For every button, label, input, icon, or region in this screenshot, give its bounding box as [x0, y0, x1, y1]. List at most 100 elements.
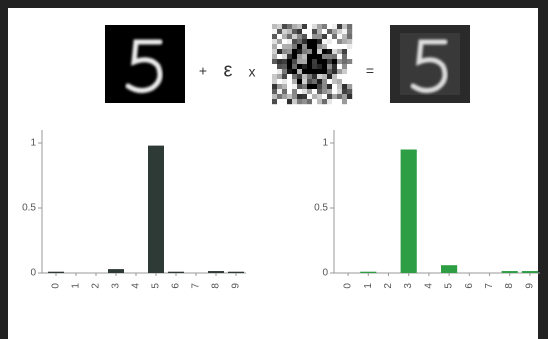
noise-pixel — [332, 49, 337, 54]
epsilon: ε — [224, 59, 233, 81]
noise-pixel — [287, 69, 292, 74]
noise-pixel — [272, 39, 277, 44]
noise-pixel — [282, 64, 287, 69]
noise-pixel — [287, 84, 292, 89]
noise-pixel — [302, 99, 307, 104]
noise-pixel — [292, 89, 297, 94]
noise-pixel — [302, 34, 307, 39]
noise-pixel — [312, 64, 317, 69]
noise-pixel — [277, 94, 282, 99]
noise-pixel — [312, 24, 317, 29]
noise-pixel — [307, 54, 312, 59]
noise-pixel — [347, 34, 352, 39]
y-tick-label: 0.5 — [22, 203, 36, 214]
noise-pixel — [307, 44, 312, 49]
noise-pixel — [297, 39, 302, 44]
noise-pixel — [282, 29, 287, 34]
noise-pixel — [337, 74, 342, 79]
x-tick-label: 5 — [444, 283, 455, 289]
noise-pixel — [307, 94, 312, 99]
noise-pixel — [322, 54, 327, 59]
noise-pixel — [307, 24, 312, 29]
noise-pixel — [337, 69, 342, 74]
noise-pixel — [307, 29, 312, 34]
x-tick-label: 6 — [464, 283, 475, 289]
bar — [168, 272, 184, 273]
noise-pixel — [332, 54, 337, 59]
noise-pixel — [297, 64, 302, 69]
noise-pixel — [327, 99, 332, 104]
noise-pixel — [272, 29, 277, 34]
noise-pixel — [337, 79, 342, 84]
noise-pixel — [297, 94, 302, 99]
noise-pixel — [312, 69, 317, 74]
noise-pixel — [272, 89, 277, 94]
noise-pixel — [317, 54, 322, 59]
noise-pixel — [327, 79, 332, 84]
y-tick-label: 1 — [322, 138, 328, 149]
noise-pixel — [337, 89, 342, 94]
noise-pixel — [317, 69, 322, 74]
noise-pixel — [312, 59, 317, 64]
noise-pixel — [287, 44, 292, 49]
noise-pixel — [272, 24, 277, 29]
noise-pixel — [322, 74, 327, 79]
noise-image — [272, 24, 352, 104]
noise-pixel — [302, 74, 307, 79]
noise-pixel — [332, 94, 337, 99]
noise-pixel — [317, 49, 322, 54]
noise-pixel — [277, 39, 282, 44]
noise-pixel — [277, 24, 282, 29]
noise-pixel — [327, 59, 332, 64]
noise-pixel — [347, 44, 352, 49]
noise-pixel — [327, 84, 332, 89]
noise-pixel — [312, 49, 317, 54]
noise-pixel — [347, 84, 352, 89]
x-tick-label: 3 — [403, 283, 414, 289]
noise-pixel — [282, 89, 287, 94]
noise-pixel — [312, 54, 317, 59]
noise-pixel — [277, 84, 282, 89]
noise-pixel — [297, 34, 302, 39]
noise-pixel — [282, 94, 287, 99]
noise-pixel — [322, 99, 327, 104]
noise-pixel — [287, 89, 292, 94]
noise-pixel — [317, 99, 322, 104]
noise-pixel — [312, 29, 317, 34]
noise-pixel — [282, 79, 287, 84]
noise-pixel — [302, 49, 307, 54]
noise-pixel — [322, 39, 327, 44]
y-tick-label: 0 — [322, 268, 328, 279]
noise-pixel — [277, 74, 282, 79]
noise-pixel — [342, 54, 347, 59]
noise-pixel — [302, 44, 307, 49]
noise-pixel — [322, 79, 327, 84]
noise-pixel — [347, 94, 352, 99]
noise-pixel — [277, 79, 282, 84]
noise-pixel — [317, 39, 322, 44]
bar — [148, 146, 164, 273]
noise-pixel — [282, 59, 287, 64]
noise-pixel — [322, 44, 327, 49]
noise-pixel — [327, 44, 332, 49]
noise-pixel — [337, 94, 342, 99]
noise-pixel — [332, 89, 337, 94]
noise-pixel — [272, 64, 277, 69]
noise-pixel — [302, 79, 307, 84]
noise-pixel — [277, 69, 282, 74]
noise-pixel — [292, 59, 297, 64]
noise-pixel — [292, 34, 297, 39]
noise-pixel — [327, 64, 332, 69]
noise-pixel — [312, 39, 317, 44]
noise-pixel — [307, 69, 312, 74]
noise-pixel — [302, 84, 307, 89]
noise-pixel — [282, 49, 287, 54]
noise-pixel — [342, 84, 347, 89]
noise-pixel — [337, 59, 342, 64]
noise-pixel — [272, 44, 277, 49]
noise-pixel — [337, 44, 342, 49]
noise-pixel — [292, 39, 297, 44]
noise-pixel — [327, 69, 332, 74]
x-tick-label: 5 — [151, 283, 162, 289]
noise-pixel — [272, 59, 277, 64]
